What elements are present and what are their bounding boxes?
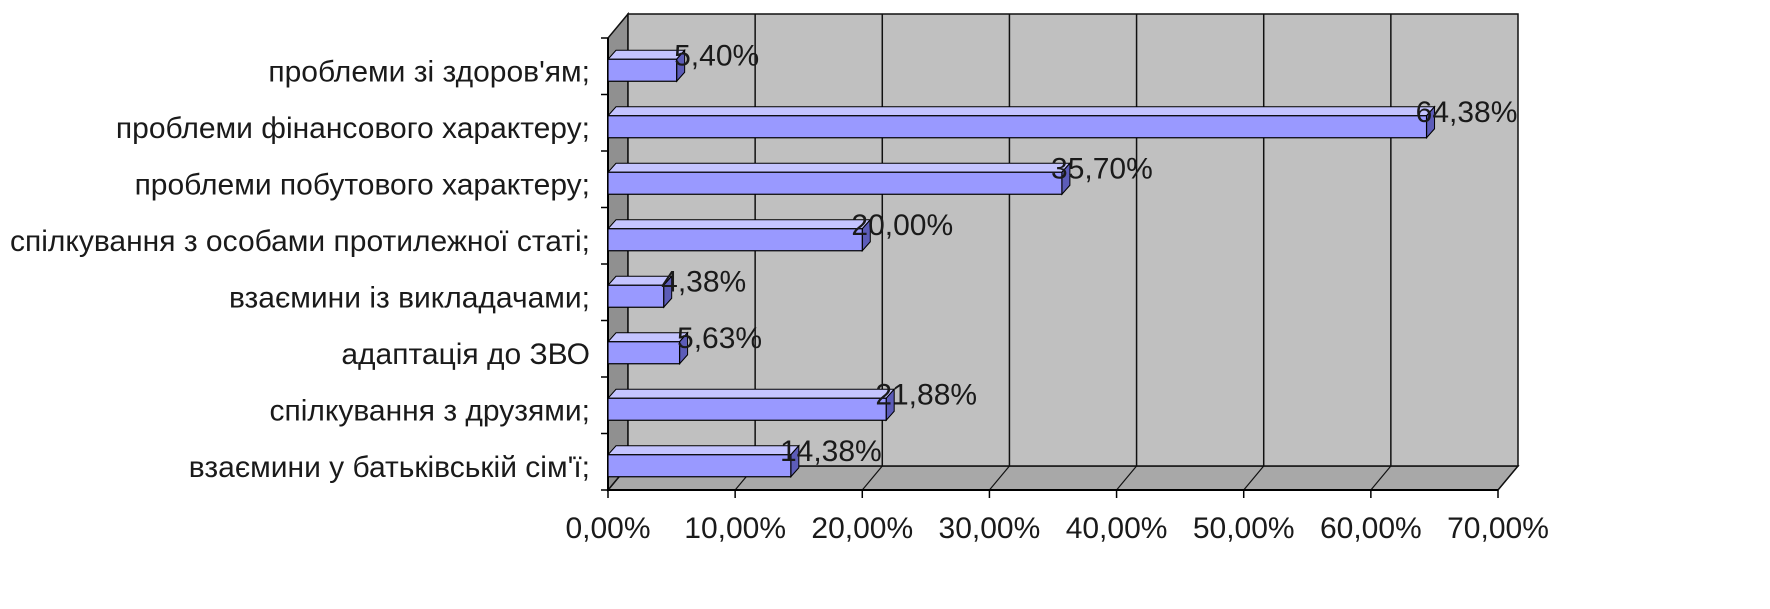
data-label: 35,70% [1051,152,1153,185]
data-label: 64,38% [1416,96,1518,129]
data-label: 5,40% [674,39,759,72]
bar [607,284,665,308]
bar [607,115,1428,139]
floor-gridline [861,465,883,491]
category-label: адаптація до ЗВО [341,338,590,371]
x-tick-label: 30,00% [939,512,1041,545]
floor-gridline [1370,465,1392,491]
bar [607,171,1063,195]
x-tick-label: 20,00% [811,512,913,545]
bar [607,454,792,478]
category-label: проблеми фінансового характеру; [116,112,590,145]
floor-gridline [1243,465,1265,491]
category-label: спілкування з друзями; [269,394,590,427]
category-label: проблеми зі здоров'ям; [268,55,590,88]
bar-top [606,388,896,399]
x-tick-label: 70,00% [1447,512,1549,545]
bar [607,397,887,421]
x-tick-label: 10,00% [684,512,786,545]
bar [607,341,681,365]
bar [607,228,863,252]
x-tick-label: 0,00% [565,512,650,545]
bar-top [606,162,1072,173]
x-tick-label: 50,00% [1193,512,1295,545]
data-label: 21,88% [875,378,977,411]
bar-top [606,332,689,343]
data-label: 5,63% [677,322,762,355]
category-label: спілкування з особами протилежної статі; [10,225,590,258]
bar-top [606,219,872,230]
data-label: 14,38% [780,435,882,468]
category-label: взаємини у батьківській сім'ї; [189,451,590,484]
category-label: взаємини із викладачами; [229,281,590,314]
bar-top [606,445,800,456]
floor-gridline [988,465,1010,491]
floor-gridline [1116,465,1138,491]
bar [607,58,678,82]
x-tick-label: 40,00% [1066,512,1168,545]
data-label: 20,00% [851,209,953,242]
floor-gridline [1497,465,1519,491]
x-tick-label: 60,00% [1320,512,1422,545]
category-label: проблеми побутового характеру; [135,168,590,201]
data-label: 4,38% [661,265,746,298]
bar-top [606,106,1436,117]
